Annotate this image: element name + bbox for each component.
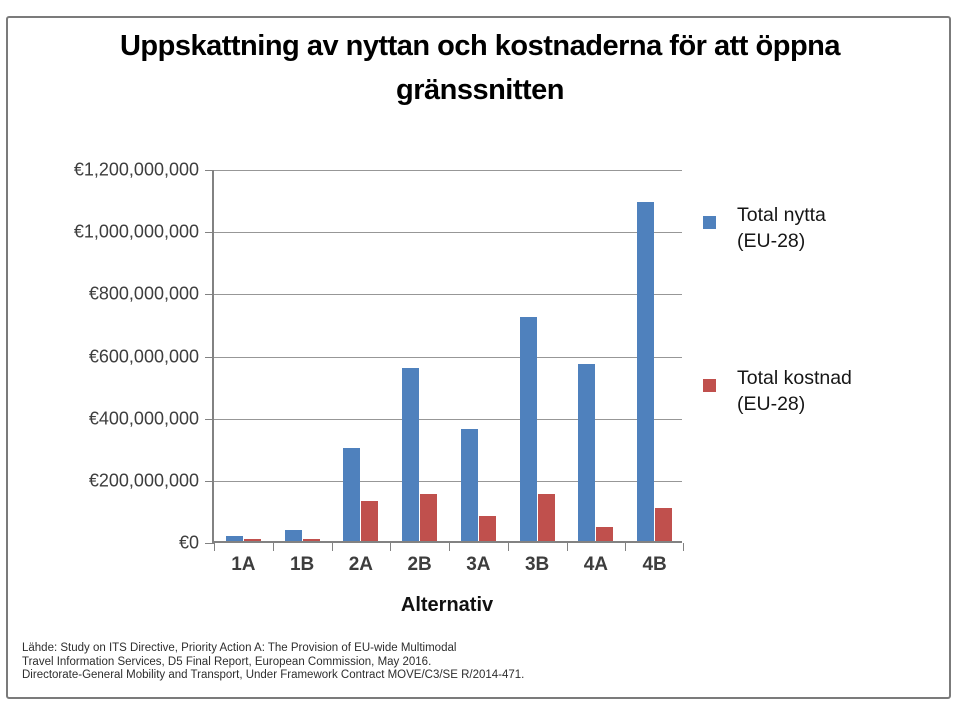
gridline [214,294,682,296]
y-axis-tick [205,480,214,482]
x-axis-tick-label: 2A [348,554,374,575]
category-slot-3a [449,170,508,541]
y-axis-tick [205,543,214,544]
cost-bar-1a [243,539,261,541]
benefit-bar-1b [284,530,302,541]
benefit-bar-1a [225,536,243,541]
y-axis-tick-label: €0 [178,532,199,553]
gridline [214,356,682,358]
y-axis-tick-label: €1,000,000,000 [73,221,199,242]
y-axis-tick-label: €1,200,000,000 [73,159,199,180]
x-axis-tick-label: 3B [524,554,550,575]
x-axis-tick-label: 4B [642,554,667,575]
y-axis-tick-label: €600,000,000 [88,346,199,366]
x-axis-tick [683,543,684,551]
slide-frame [6,16,951,699]
cost-bar-1b [302,539,320,541]
y-axis-tick [205,418,214,420]
y-axis-tick-label: €800,000,000 [88,283,199,304]
y-axis-tick-label: €200,000,000 [88,470,199,491]
benefit-bar-4b [637,202,655,541]
gridline [214,232,682,234]
y-axis-tick-label: €400,000,000 [88,408,199,429]
page-title-line2: gränssnitten [395,74,565,106]
benefit-legend-swatch [703,216,716,229]
category-slot-2b [390,170,449,541]
legend-item-total-nytta: Total nytta (EU-28) [703,202,826,254]
y-axis-tick [205,170,214,171]
cost-bar-2b [420,494,438,541]
page-title-line1: Uppskattning av nyttan och kostnaderna f… [119,30,841,62]
bar-chart-plot-area: €1,200,000,000 €1,000,000,000 €800,000,000… [74,160,684,575]
cost-legend-swatch [703,379,716,392]
category-slot-1a [214,170,273,541]
x-axis-tick [390,543,391,551]
source-note: Lähde: Study on ITS Directive, Priority … [22,642,622,683]
x-axis-tick [214,543,215,551]
x-axis-tick [508,543,509,551]
gridline [214,170,682,171]
x-axis-tick [625,543,626,551]
x-axis-title: Alternativ [400,594,494,616]
cost-bar-2a [361,501,379,541]
benefit-bar-3a [460,429,478,541]
cost-bar-4a [596,527,614,541]
category-slot-4a [567,170,626,541]
category-slot-1b [273,170,332,541]
x-axis-tick-label: 4A [583,554,609,575]
cost-bar-3a [478,516,496,541]
cost-bar-3b [537,494,555,541]
category-slot-2a [332,170,391,541]
gridline [214,480,682,482]
y-axis-tick [205,356,214,358]
cost-bar-4b [655,508,673,541]
legend-label-total-kostnad: Total kostnad (EU-28) [737,367,852,415]
y-axis-tick [205,294,214,296]
benefit-bar-2a [343,448,361,541]
x-axis-tick [449,543,450,551]
category-slot-3b [508,170,567,541]
gridline [214,418,682,420]
x-axis-tick-label: 2B [407,554,432,575]
x-axis-tick [567,543,568,551]
benefit-bar-3b [519,317,537,541]
benefit-bar-2b [402,368,420,541]
page-title: Uppskattning av nyttan och kostnaderna f… [0,24,960,112]
x-axis-tick [273,543,274,551]
y-axis-tick [205,232,214,234]
legend-label-total-nytta: Total nytta (EU-28) [737,204,826,252]
benefit-bar-4a [578,364,596,541]
x-axis-tick-label: 3A [466,554,491,575]
x-axis-tick-label: 1A [231,554,256,575]
x-axis-tick [332,543,333,551]
source-line: Travel Information Services, D5 Final Re… [22,655,432,668]
legend-item-total-kostnad: Total kostnad (EU-28) [703,365,852,417]
source-line: Lähde: Study on ITS Directive, Priority … [22,642,457,654]
x-axis-tick-label: 1B [289,554,315,575]
source-line: Directorate-General Mobility and Transpo… [22,669,525,681]
category-slot-4b [625,170,684,541]
